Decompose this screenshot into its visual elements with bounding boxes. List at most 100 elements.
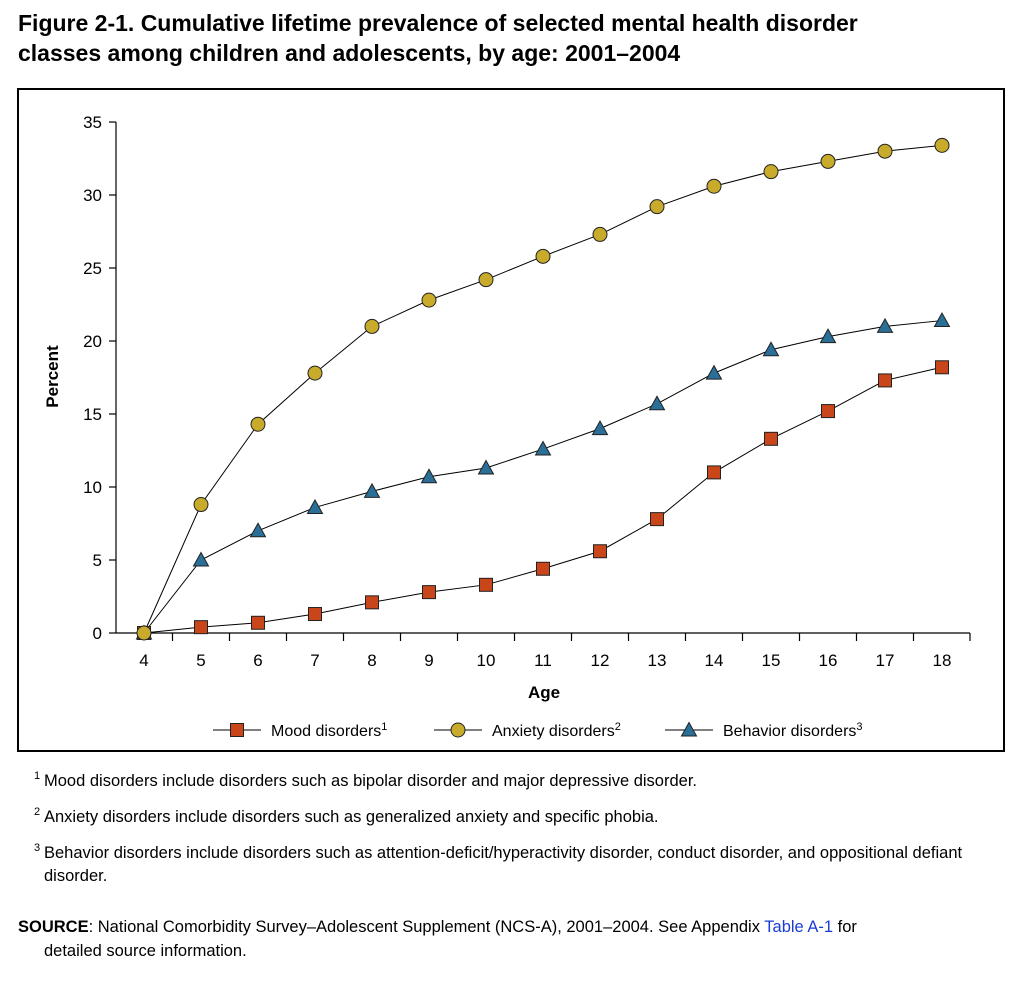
data-point-triangle — [420, 468, 438, 484]
data-point-square — [707, 465, 721, 480]
data-point-triangle — [477, 459, 495, 475]
data-point-circle — [592, 226, 608, 242]
data-point-triangle — [648, 395, 666, 411]
figure-title-line2: classes among children and adolescents, … — [18, 40, 681, 66]
footnote-1: 1 Mood disorders include disorders such … — [30, 770, 990, 793]
legend-marker — [450, 722, 466, 738]
x-tick-label: 10 — [477, 651, 496, 670]
y-tick-label: 20 — [83, 332, 102, 351]
data-point-circle — [250, 416, 266, 432]
y-tick-label: 30 — [83, 186, 102, 205]
data-point-circle — [478, 272, 494, 288]
legend-label: Behavior disorders3 — [723, 721, 863, 740]
data-point-circle — [649, 199, 665, 215]
data-point-square — [764, 431, 778, 446]
legend-item-circle: Anxiety disorders2 — [434, 721, 621, 740]
data-point-triangle — [363, 482, 381, 498]
x-tick-label: 6 — [253, 651, 262, 670]
x-tick-label: 13 — [648, 651, 667, 670]
data-point-square — [479, 577, 493, 592]
figure-title: Figure 2-1. Cumulative lifetime prevalen… — [18, 8, 1008, 68]
data-point-circle — [421, 292, 437, 308]
series-line-circle — [143, 144, 943, 634]
data-point-circle — [364, 318, 380, 334]
data-point-square — [593, 544, 607, 559]
data-point-square — [365, 595, 379, 610]
series-line-triangle — [143, 320, 943, 634]
footnote-3-number: 3 — [34, 842, 41, 854]
source-label: SOURCE — [18, 918, 89, 936]
y-tick-label: 25 — [83, 259, 102, 278]
source-text-after: for — [833, 918, 857, 936]
x-tick-label: 15 — [762, 651, 781, 670]
data-point-square — [422, 585, 436, 600]
footnote-2: 2 Anxiety disorders include disorders su… — [30, 806, 990, 829]
data-point-circle — [193, 497, 209, 513]
data-point-square — [878, 373, 892, 388]
x-tick-label: 18 — [933, 651, 952, 670]
data-point-square — [821, 404, 835, 419]
data-point-triangle — [591, 420, 609, 436]
data-point-circle — [535, 248, 551, 264]
data-point-triangle — [192, 551, 210, 567]
data-point-circle — [934, 137, 950, 153]
data-point-triangle — [933, 312, 951, 328]
data-point-triangle — [762, 341, 780, 357]
y-axis-label: Percent — [43, 345, 62, 408]
footnote-3: 3 Behavior disorders include disorders s… — [30, 842, 990, 888]
data-point-square — [308, 607, 322, 622]
data-point-square — [935, 360, 949, 375]
footnote-1-text: Mood disorders include disorders such as… — [44, 772, 697, 790]
legend-footnote-ref: 1 — [381, 721, 387, 733]
data-point-circle — [763, 164, 779, 180]
figure-title-line1: Figure 2-1. Cumulative lifetime prevalen… — [18, 10, 858, 36]
chart-frame — [17, 88, 1005, 752]
data-point-circle — [136, 625, 152, 641]
data-point-triangle — [249, 522, 267, 538]
legend-footnote-ref: 3 — [856, 721, 862, 733]
data-point-circle — [706, 178, 722, 194]
data-point-square — [194, 620, 208, 635]
y-tick-label: 10 — [83, 478, 102, 497]
source-text: : National Comorbidity Survey–Adolescent… — [88, 918, 765, 936]
y-tick-label: 15 — [83, 405, 102, 424]
data-point-circle — [307, 365, 323, 381]
appendix-table-link[interactable]: Table A-1 — [764, 918, 834, 936]
data-point-square — [251, 615, 265, 630]
footnote-3-text: Behavior disorders include disorders suc… — [44, 844, 963, 885]
x-tick-label: 11 — [534, 651, 552, 670]
data-point-square — [650, 512, 664, 527]
legend-label: Anxiety disorders2 — [492, 721, 621, 740]
y-tick-label: 35 — [83, 113, 102, 132]
data-point-circle — [820, 153, 836, 169]
data-point-triangle — [705, 364, 723, 380]
source-text-line2: detailed source information. — [44, 942, 247, 960]
data-point-square — [536, 561, 550, 576]
x-tick-label: 12 — [591, 651, 610, 670]
source-note: SOURCE: National Comorbidity Survey–Adol… — [18, 915, 1008, 963]
data-point-circle — [877, 143, 893, 159]
y-tick-label: 5 — [93, 551, 102, 570]
data-point-triangle — [306, 498, 324, 514]
x-tick-label: 17 — [876, 651, 895, 670]
x-tick-label: 8 — [367, 651, 376, 670]
x-tick-label: 7 — [310, 651, 319, 670]
x-tick-label: 5 — [196, 651, 205, 670]
footnote-1-number: 1 — [34, 770, 41, 782]
legend-item-triangle: Behavior disorders3 — [665, 721, 863, 740]
y-tick-label: 0 — [93, 624, 102, 643]
data-point-triangle — [876, 317, 894, 333]
x-tick-label: 16 — [819, 651, 838, 670]
footnote-2-number: 2 — [34, 806, 41, 818]
x-tick-label: 9 — [424, 651, 433, 670]
data-point-triangle — [819, 328, 837, 344]
x-tick-label: 14 — [705, 651, 724, 670]
legend-footnote-ref: 2 — [615, 721, 621, 733]
legend-item-square: Mood disorders1 — [213, 721, 387, 740]
x-axis-label: Age — [528, 683, 560, 702]
legend-marker — [230, 723, 244, 737]
footnote-2-text: Anxiety disorders include disorders such… — [44, 808, 659, 826]
x-tick-label: 4 — [139, 651, 148, 670]
legend-marker — [680, 721, 698, 737]
